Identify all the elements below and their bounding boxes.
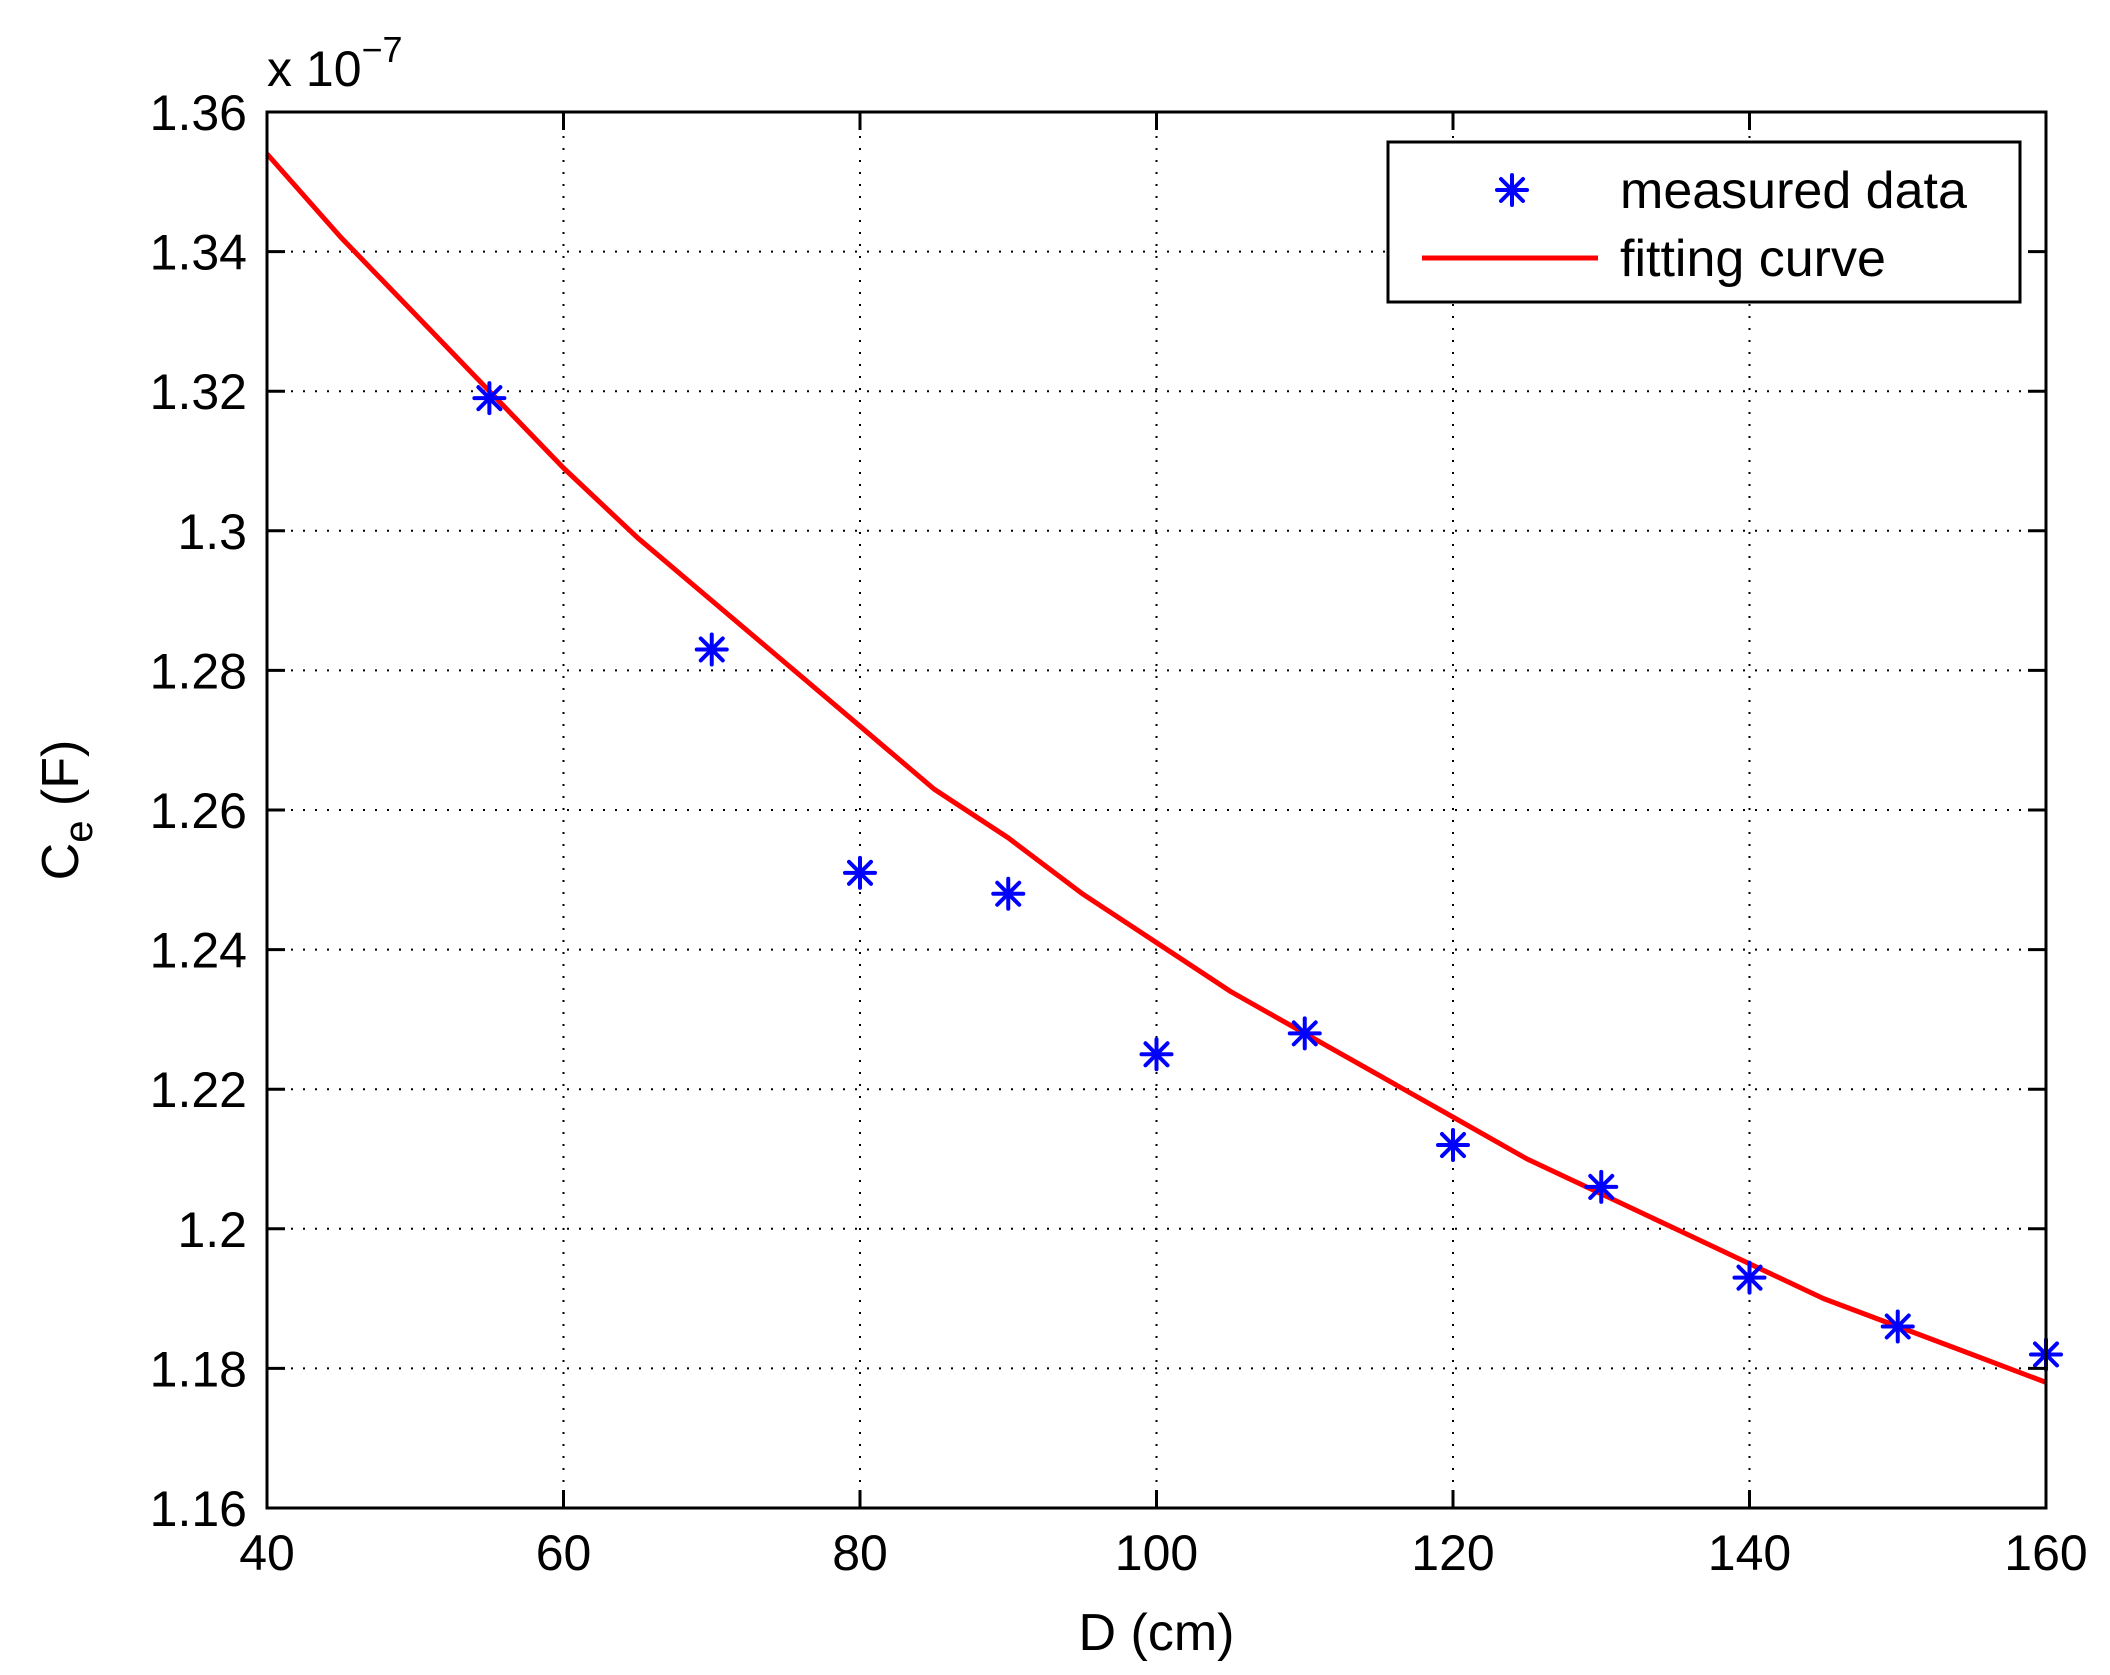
marker-stroke xyxy=(995,880,1022,907)
y-tick-label: 1.18 xyxy=(150,1341,247,1397)
x-tick-label: 100 xyxy=(1115,1525,1198,1581)
measured-data-point xyxy=(991,876,1026,911)
x-tick-label: 120 xyxy=(1411,1525,1494,1581)
x-tick-label: 160 xyxy=(2004,1525,2087,1581)
marker-stroke xyxy=(698,636,725,663)
y-exponent-prefix: x 10 xyxy=(267,41,362,97)
marker-stroke xyxy=(1143,1041,1170,1068)
ticks: 40 60 80 100 120 140 160 1.16 1.18 1.2 1.22 1.24 1.2… xyxy=(150,85,2088,1581)
y-tick-label: 1.32 xyxy=(150,364,247,420)
y-tick-label: 1.36 xyxy=(150,85,247,141)
y-axis-label-unit: (F) xyxy=(32,740,90,821)
marker-stroke xyxy=(1440,1132,1466,1159)
measured-data-point xyxy=(843,855,877,890)
measured-data-point xyxy=(694,632,729,667)
measured-data-point xyxy=(1436,1128,1470,1163)
x-tick-label: 80 xyxy=(832,1525,888,1581)
y-tick-label: 1.3 xyxy=(177,504,247,560)
y-tick-label: 1.34 xyxy=(150,225,247,281)
legend-label-measured: measured data xyxy=(1620,162,1967,220)
measured-data-point xyxy=(1732,1260,1767,1295)
measured-data-point xyxy=(1287,1016,1322,1051)
y-axis-label: Ce (F) xyxy=(32,740,101,881)
legend-asterisk xyxy=(1495,173,1529,207)
x-axis-label: D (cm) xyxy=(1079,1604,1235,1662)
y-axis-label-subscript: e xyxy=(57,821,101,843)
y-tick-label: 1.16 xyxy=(150,1481,247,1537)
marker-stroke xyxy=(1736,1264,1763,1291)
x-tick-label: 60 xyxy=(536,1525,592,1581)
y-tick-label: 1.24 xyxy=(150,923,247,979)
legend-marker-measured xyxy=(1495,173,1529,207)
y-tick-label: 1.2 xyxy=(177,1202,247,1258)
measured-data-point xyxy=(472,381,507,416)
marker-stroke xyxy=(476,385,503,412)
y-exponent-power: −7 xyxy=(362,29,403,70)
measured-data-point xyxy=(1584,1169,1619,1204)
y-axis-label-main: C xyxy=(32,843,90,881)
marker-stroke xyxy=(1499,177,1525,203)
marker-stroke xyxy=(1884,1313,1911,1340)
legend-box xyxy=(1386,140,2022,304)
measured-data-point xyxy=(1139,1037,1174,1072)
y-tick-label: 1.28 xyxy=(150,643,247,699)
legend-label-fitting: fitting curve xyxy=(1620,230,1886,288)
grid xyxy=(267,112,2046,1508)
marker-stroke xyxy=(1291,1020,1318,1047)
x-tick-label: 40 xyxy=(239,1525,295,1581)
marker-stroke xyxy=(847,859,873,886)
y-exponent-label: x 10−7 xyxy=(267,29,403,97)
x-tick-label: 140 xyxy=(1708,1525,1791,1581)
y-tick-label: 1.26 xyxy=(150,783,247,839)
marker-stroke xyxy=(1588,1173,1615,1200)
series-layer xyxy=(265,152,2063,1385)
y-tick-label: 1.22 xyxy=(150,1062,247,1118)
measured-data-point xyxy=(1880,1309,1915,1344)
legend: measured data fitting curve xyxy=(1386,140,2022,304)
